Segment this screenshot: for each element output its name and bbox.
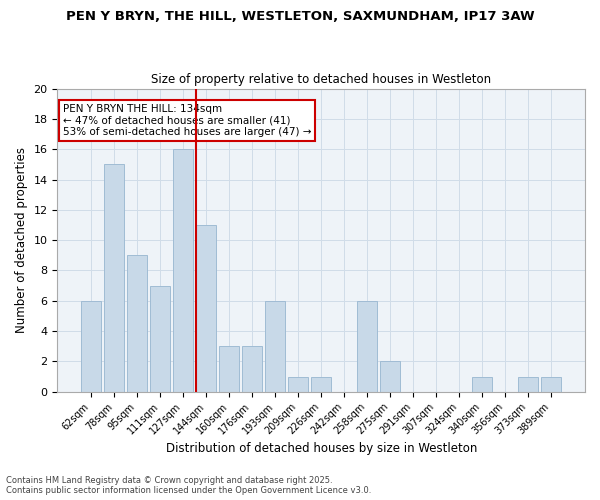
Bar [289,376,308,392]
Bar [265,301,285,392]
Bar [82,301,101,392]
Bar [104,164,124,392]
Bar [311,376,331,392]
Bar [242,346,262,392]
Bar [127,256,147,392]
Y-axis label: Number of detached properties: Number of detached properties [15,147,28,333]
Text: Contains HM Land Registry data © Crown copyright and database right 2025.
Contai: Contains HM Land Registry data © Crown c… [6,476,371,495]
Bar [518,376,538,392]
Bar [541,376,561,392]
Bar [358,301,377,392]
Title: Size of property relative to detached houses in Westleton: Size of property relative to detached ho… [151,73,491,86]
Bar [196,225,216,392]
Bar [151,286,170,392]
X-axis label: Distribution of detached houses by size in Westleton: Distribution of detached houses by size … [166,442,477,455]
Bar [380,362,400,392]
Bar [472,376,492,392]
Text: PEN Y BRYN THE HILL: 134sqm
← 47% of detached houses are smaller (41)
53% of sem: PEN Y BRYN THE HILL: 134sqm ← 47% of det… [62,104,311,137]
Bar [220,346,239,392]
Bar [173,149,193,392]
Text: PEN Y BRYN, THE HILL, WESTLETON, SAXMUNDHAM, IP17 3AW: PEN Y BRYN, THE HILL, WESTLETON, SAXMUND… [65,10,535,23]
